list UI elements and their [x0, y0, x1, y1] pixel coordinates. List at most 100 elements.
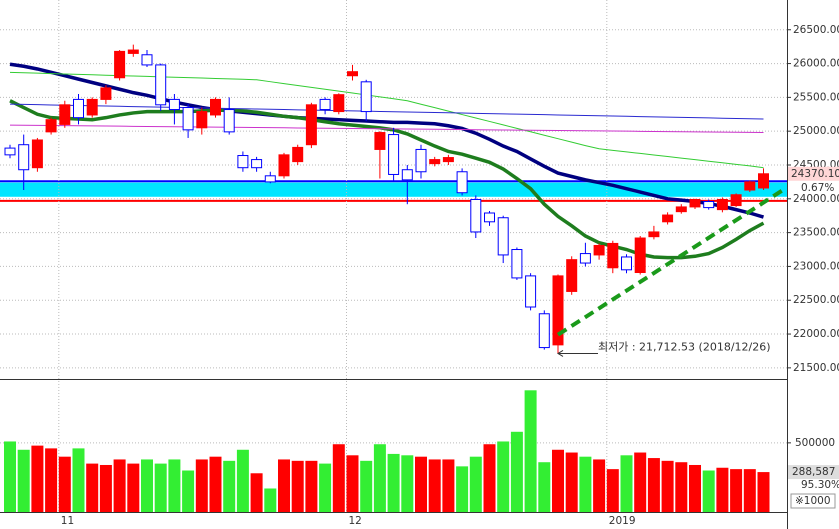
candle-body	[86, 98, 98, 116]
volume-bar	[552, 449, 564, 512]
candle-body	[374, 132, 386, 150]
y-tick-label: 26000.00	[793, 58, 839, 70]
volume-bar	[4, 441, 16, 512]
volume-bar	[716, 467, 729, 512]
candle-body	[45, 119, 57, 133]
volume-bar	[346, 455, 359, 512]
y-tick-label: 26500.00	[793, 24, 839, 36]
moving-average	[9, 124, 764, 134]
candle-body	[538, 313, 550, 349]
candle-body	[716, 198, 728, 211]
candle-body	[634, 237, 646, 274]
candle-body	[59, 104, 71, 125]
moving-average	[9, 71, 764, 169]
candle-body	[251, 159, 263, 169]
candle-body	[429, 159, 441, 165]
volume-last-box	[788, 465, 839, 480]
volume-bar	[524, 390, 537, 512]
candle-body	[415, 148, 427, 173]
y-tick-label: 25000.00	[793, 125, 839, 137]
y-tick-label: 22500.00	[793, 294, 839, 306]
volume-bar	[182, 470, 195, 512]
volume-bar	[497, 441, 510, 512]
candle-body	[703, 201, 715, 209]
candle-body	[347, 71, 358, 77]
volume-bar	[620, 455, 633, 512]
volume-bar	[72, 448, 85, 512]
volume-bar	[456, 466, 469, 512]
x-tick-label: 12	[349, 515, 362, 527]
volume-bar	[538, 462, 551, 512]
volume-bar	[661, 460, 674, 512]
y-tick-label: 25500.00	[793, 91, 839, 103]
low-label: 최저가 : 21,712.53 (2018/12/26)	[598, 340, 771, 353]
volume-bar	[58, 456, 71, 512]
candle-body	[401, 169, 413, 181]
volume-bar	[86, 463, 99, 512]
candle-body	[18, 144, 30, 171]
volume-bar	[702, 470, 715, 512]
candle-body	[497, 217, 509, 256]
candle-body	[278, 154, 290, 177]
candle-body	[155, 64, 167, 106]
volume-bar	[45, 448, 58, 512]
candle-body	[196, 111, 208, 129]
last-change: 0.67%	[801, 182, 834, 194]
volume-bar	[360, 460, 373, 512]
candle-body	[168, 98, 180, 111]
candle-body	[511, 249, 523, 279]
candle-body	[442, 157, 454, 163]
candle-body	[579, 253, 591, 264]
volume-bar	[332, 444, 345, 512]
candle-body	[566, 259, 578, 292]
volume-bar	[565, 452, 578, 512]
candle-body	[292, 146, 304, 163]
zone	[0, 182, 787, 197]
candle-body	[593, 244, 605, 256]
candle-body	[744, 181, 756, 191]
arrow-head	[557, 350, 564, 357]
x-tick-label: 2019	[609, 515, 636, 527]
volume-bar	[401, 455, 414, 512]
candle-body	[319, 98, 331, 111]
candle-body	[552, 275, 564, 346]
volume-bar	[236, 449, 249, 512]
candle-body	[237, 155, 249, 169]
last-price: 24370.10	[791, 168, 839, 180]
volume-bar	[141, 459, 153, 512]
volume-bar	[593, 459, 606, 512]
volume-bar	[387, 453, 400, 512]
volume-bar	[606, 469, 619, 512]
candle-body	[758, 173, 769, 189]
volume-bar	[373, 444, 386, 512]
candle-body	[100, 87, 112, 100]
volume-bar	[305, 460, 318, 512]
candle-body	[182, 107, 194, 131]
volume-bar	[127, 463, 140, 512]
volume-bar	[195, 459, 208, 512]
candle-body	[114, 50, 126, 79]
y-tick-label: 21500.00	[793, 362, 839, 374]
candle-body	[388, 134, 400, 175]
candle-body	[689, 198, 701, 208]
candle-body	[730, 194, 742, 207]
x-tick-label: 11	[61, 515, 74, 527]
candle-body	[333, 94, 345, 113]
candle-body	[662, 214, 674, 223]
candle-body	[621, 256, 632, 271]
volume-bar	[689, 464, 701, 512]
moving-average	[9, 62, 764, 219]
candle-body	[4, 147, 16, 156]
y-tick-label: 22000.00	[793, 328, 839, 340]
candle-body	[31, 139, 43, 169]
volume-bar	[223, 460, 236, 512]
candle-body	[127, 49, 139, 54]
volume-bar	[31, 445, 44, 512]
volume-bar	[428, 459, 441, 512]
unit-box	[790, 493, 836, 509]
last-price-box	[788, 166, 839, 181]
volume-bar	[99, 464, 112, 512]
volume-bar	[291, 460, 304, 512]
